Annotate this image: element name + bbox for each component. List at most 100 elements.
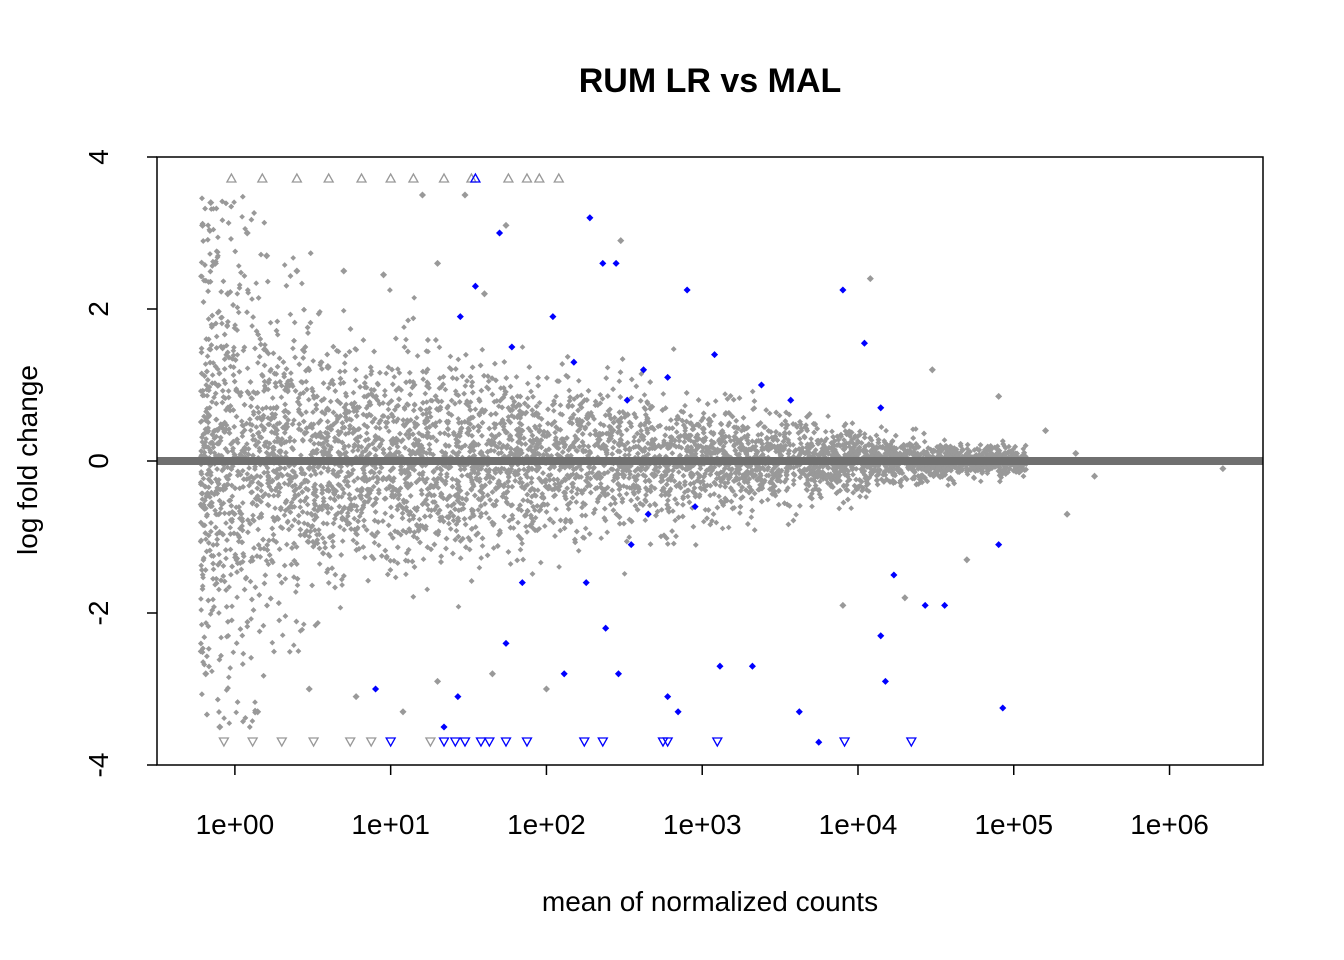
- data-point: [316, 561, 323, 567]
- data-point: [227, 665, 234, 671]
- data-point: [413, 414, 420, 421]
- data-point: [350, 448, 356, 454]
- data-point: [420, 556, 427, 563]
- data-point: [382, 510, 389, 517]
- data-point: [790, 477, 797, 484]
- data-point: [485, 378, 492, 385]
- data-point: [310, 409, 316, 416]
- data-point: [631, 434, 638, 440]
- data-point: [249, 323, 255, 329]
- data-point: [681, 489, 688, 496]
- data-point: [574, 490, 580, 497]
- data-point: [809, 503, 815, 510]
- data-point: [493, 411, 499, 417]
- data-point: [283, 541, 290, 548]
- data-point: [604, 364, 611, 371]
- data-point: [255, 439, 262, 446]
- data-point: [383, 424, 390, 430]
- data-point: [524, 380, 531, 387]
- data-point: [964, 445, 971, 452]
- data-point: [250, 436, 256, 443]
- data-point: [340, 379, 347, 386]
- data-point: [945, 482, 951, 489]
- data-point: [490, 545, 497, 551]
- data-point: [353, 540, 360, 547]
- data-point: [370, 483, 377, 490]
- data-point: [310, 358, 317, 364]
- data-point: [562, 519, 569, 525]
- data-point: [208, 528, 214, 535]
- data-point: [528, 388, 534, 395]
- data-point: [722, 391, 728, 397]
- data-point: [290, 255, 297, 261]
- data-point: [519, 344, 526, 350]
- data-point: [269, 395, 276, 401]
- data-point: [836, 505, 843, 512]
- data-point: [258, 417, 265, 423]
- data-point: [790, 481, 797, 488]
- data-point: [373, 446, 379, 453]
- data-point: [248, 616, 254, 622]
- data-point: [670, 508, 676, 514]
- data-point: [568, 488, 575, 495]
- data-point: [223, 555, 229, 562]
- data-point: [466, 546, 473, 553]
- data-point: [486, 515, 492, 522]
- data-point: [621, 570, 628, 577]
- data-point: [418, 487, 425, 494]
- data-point: [517, 546, 524, 553]
- data-point: [216, 586, 222, 593]
- data-point: [281, 262, 288, 268]
- data-point: [211, 394, 217, 401]
- data-point: [269, 639, 276, 646]
- data-point: [235, 263, 242, 269]
- data-point: [239, 213, 245, 220]
- data-point: [607, 501, 614, 508]
- data-point: [363, 374, 369, 380]
- data-point: [414, 535, 421, 542]
- data-point: [217, 505, 224, 512]
- data-point: [535, 487, 541, 494]
- data-point: [371, 415, 378, 422]
- data-point: [263, 557, 270, 564]
- data-point: [223, 520, 229, 526]
- data-point: [233, 709, 240, 716]
- data-point: [225, 388, 232, 394]
- data-point: [479, 543, 486, 549]
- data-point: [447, 353, 454, 360]
- data-point: [719, 525, 726, 532]
- data-point: [423, 399, 430, 405]
- data-point: [736, 481, 742, 487]
- data-point: [385, 400, 392, 407]
- data-point: [232, 322, 238, 328]
- data-point: [212, 507, 218, 514]
- data-point: [234, 594, 240, 601]
- data-point: [228, 571, 234, 578]
- data-point: [405, 484, 411, 491]
- data-point: [685, 493, 691, 500]
- data-point: [363, 430, 370, 437]
- data-point: [218, 634, 224, 641]
- data-point: [675, 469, 682, 475]
- data-point: [198, 607, 205, 613]
- data-point: [420, 411, 426, 418]
- data-point: [557, 402, 564, 409]
- data-point: [764, 496, 771, 503]
- data-point: [204, 353, 211, 360]
- data-point: [766, 410, 773, 417]
- data-point: [252, 699, 258, 706]
- data-point: [453, 375, 460, 382]
- data-point: [420, 376, 427, 383]
- data-point: [450, 517, 457, 524]
- data-point: [656, 464, 663, 470]
- data-point: [505, 478, 511, 485]
- data-point: [339, 582, 345, 588]
- data-point: [198, 562, 205, 569]
- data-point: [861, 431, 868, 437]
- data-point: [424, 586, 431, 593]
- data-point: [385, 406, 392, 413]
- data-point: [372, 465, 379, 471]
- data-point: [438, 398, 445, 405]
- data-point: [199, 439, 206, 445]
- data-point: [524, 395, 531, 402]
